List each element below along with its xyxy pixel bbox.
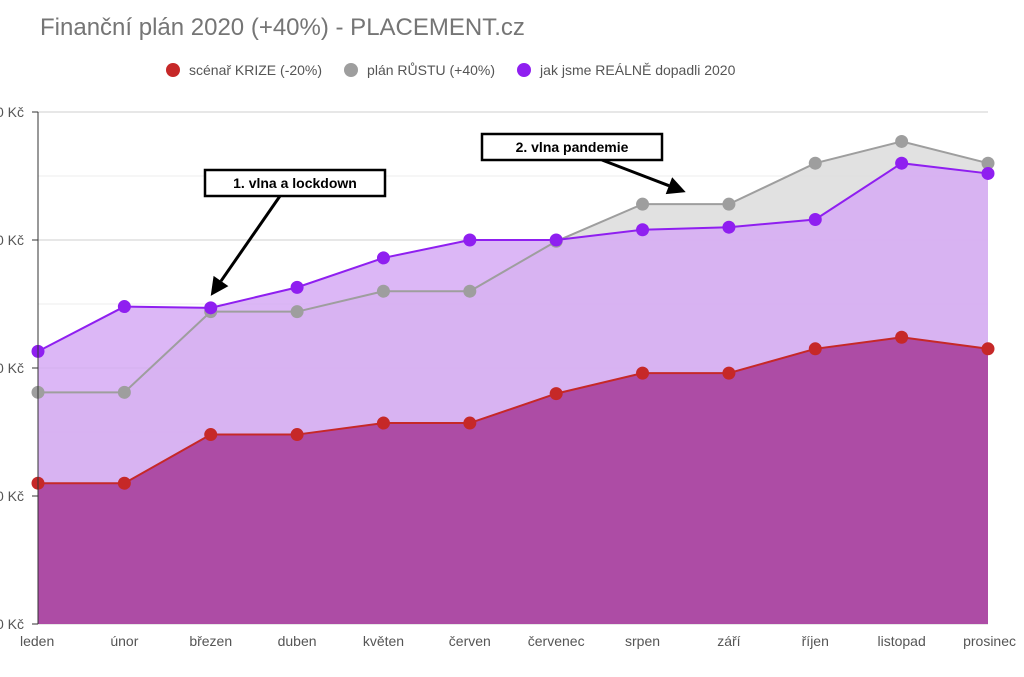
point-series-1 <box>981 156 995 170</box>
line-series-2 <box>37 162 989 353</box>
area-series-0 <box>38 337 988 624</box>
annotation-arrow-head <box>665 177 686 195</box>
point-series-0 <box>636 366 650 380</box>
y-tick-label: 0 Kč <box>0 616 24 632</box>
annotation-arrow-head <box>210 275 229 296</box>
x-tick-label: srpen <box>625 633 660 649</box>
point-series-0 <box>981 342 995 356</box>
x-tick-label: červen <box>449 633 491 649</box>
x-tick-label: leden <box>20 633 54 649</box>
legend-dot-krize <box>166 63 180 77</box>
point-series-0 <box>722 366 736 380</box>
point-series-1 <box>636 197 650 211</box>
x-tick-label: září <box>717 633 740 649</box>
point-series-1 <box>808 156 822 170</box>
x-tick-label: říjen <box>802 633 829 649</box>
annotation-layer: 1. vlna a lockdown 2. vlna pandemie <box>203 132 686 296</box>
x-tick-label: květen <box>363 633 404 649</box>
point-series-1 <box>290 305 304 319</box>
x-tick-label: únor <box>110 633 138 649</box>
point-series-1 <box>722 197 736 211</box>
legend-label-krize: scénař KRIZE (-20%) <box>189 62 323 78</box>
point-series-0 <box>895 330 909 344</box>
x-tick-label: duben <box>278 633 317 649</box>
x-tick-label: prosinec <box>963 633 1016 649</box>
point-series-2 <box>290 280 304 294</box>
axis-layer: 0 Kč0 Kč0 Kč0 Kč0 Kčledenúnorbřezenduben… <box>0 104 1016 649</box>
area-layer <box>38 141 988 624</box>
legend-dot-rustu <box>344 63 359 77</box>
point-series-2 <box>376 251 390 265</box>
point-series-1 <box>895 134 909 148</box>
point-series-1 <box>376 284 390 298</box>
point-layer <box>31 134 995 490</box>
point-series-2 <box>204 301 218 315</box>
point-series-1 <box>463 284 477 298</box>
annotation-label: 2. vlna pandemie <box>516 139 629 155</box>
legend-label-rustu: plán RŮSTU (+40%) <box>367 62 496 78</box>
annotation-label: 1. vlna a lockdown <box>233 175 357 191</box>
legend-item-rustu[interactable]: plán RŮSTU (+40%) <box>344 62 495 78</box>
x-tick-label: březen <box>189 633 232 649</box>
point-series-1 <box>117 385 131 399</box>
legend-label-realne: jak jsme REÁLNĚ dopadli 2020 <box>540 62 736 78</box>
annotation-box <box>203 168 387 198</box>
y-tick-label: 0 Kč <box>0 360 24 376</box>
point-series-2 <box>549 233 563 247</box>
point-series-2 <box>636 223 650 237</box>
point-series-2 <box>117 300 131 314</box>
annotation-arrow-shaft <box>219 195 282 282</box>
point-series-0 <box>463 416 477 430</box>
point-series-0 <box>376 416 390 430</box>
point-series-0 <box>808 342 822 356</box>
legend-item-realne[interactable]: jak jsme REÁLNĚ dopadli 2020 <box>517 62 735 78</box>
line-series-0 <box>38 336 989 485</box>
point-series-2 <box>463 233 477 247</box>
x-tick-label: listopad <box>878 633 926 649</box>
annotation-arrow-shaft <box>601 158 670 188</box>
legend-item-krize[interactable]: scénař KRIZE (-20%) <box>166 62 322 78</box>
y-tick-label: 0 Kč <box>0 104 24 120</box>
point-series-0 <box>549 387 563 401</box>
point-series-0 <box>290 428 304 442</box>
line-layer <box>37 140 989 485</box>
y-tick-label: 0 Kč <box>0 488 24 504</box>
point-series-2 <box>895 156 909 170</box>
y-tick-label: 0 Kč <box>0 232 24 248</box>
point-series-2 <box>722 220 736 234</box>
point-series-0 <box>204 428 218 442</box>
point-series-0 <box>117 476 131 490</box>
legend-dot-realne <box>517 63 532 77</box>
chart-legend: scénař KRIZE (-20%) plán RŮSTU (+40%) ja… <box>166 62 757 78</box>
chart-title: Finanční plán 2020 (+40%) - PLACEMENT.cz <box>40 14 525 41</box>
annotation-box <box>480 132 664 162</box>
point-series-2 <box>981 166 995 180</box>
line-series-1 <box>38 140 989 394</box>
x-tick-label: červenec <box>528 633 585 649</box>
point-series-2 <box>808 213 822 227</box>
